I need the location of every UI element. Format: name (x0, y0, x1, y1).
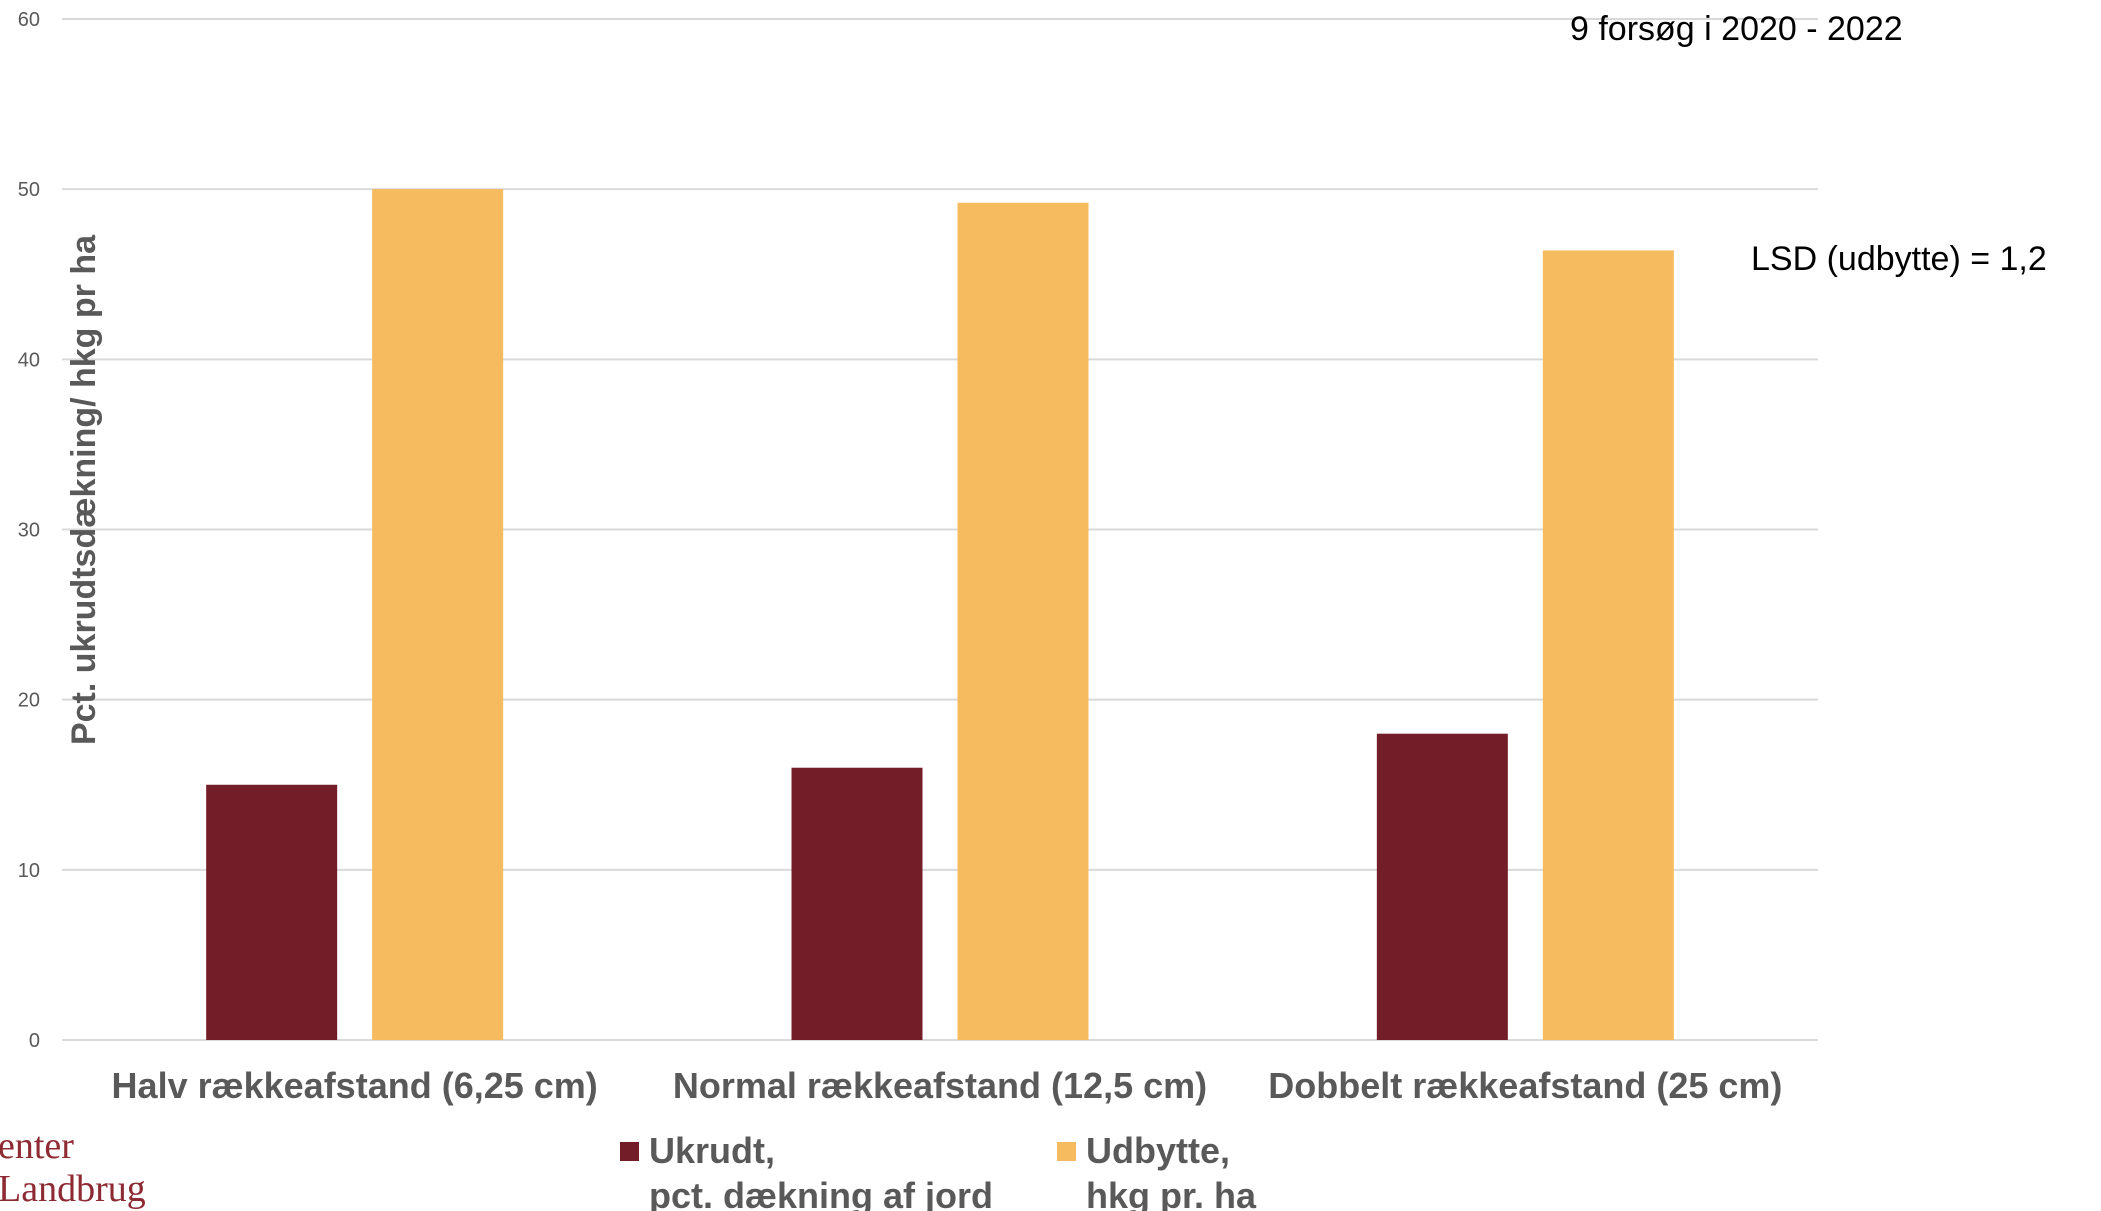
y-tick-label: 50 (18, 179, 40, 201)
bar-ukrudt (791, 767, 923, 1040)
y-axis-ticks: 0 10 20 30 40 50 60 (18, 9, 40, 1052)
bar-udbytte (372, 189, 504, 1040)
annotation-trials: 9 forsøg i 2020 - 2022 (1570, 10, 1903, 48)
legend-swatch-udbytte (1057, 1142, 1076, 1161)
x-category-label: Dobbelt rækkeafstand (25 cm) (1268, 1065, 1782, 1106)
x-category-label: Normal rækkeafstand (12,5 cm) (673, 1065, 1207, 1106)
logo-text-line2: Landbrug (0, 1168, 146, 1210)
y-tick-label: 40 (18, 349, 40, 371)
legend-swatch-ukrudt (620, 1142, 639, 1161)
x-category-label: Halv rækkeafstand (6,25 cm) (112, 1065, 598, 1106)
bars (206, 189, 1674, 1041)
y-tick-label: 20 (18, 690, 40, 712)
y-tick-label: 60 (18, 9, 40, 31)
y-tick-label: 30 (18, 520, 40, 542)
legend-label-udbytte-line1: Udbytte, (1086, 1130, 1230, 1171)
legend-label-ukrudt-line2: pct. dækning af jord (649, 1175, 993, 1211)
y-axis-label: Pct. ukrudtsdækning/ hkg pr ha (65, 234, 103, 745)
legend: Ukrudt, pct. dækning af jord Udbytte, hk… (620, 1130, 1257, 1211)
logo-text-line1: enter (0, 1125, 74, 1167)
x-axis-categories: Halv rækkeafstand (6,25 cm) Normal rækkea… (112, 1065, 1783, 1106)
y-tick-label: 10 (18, 860, 40, 882)
legend-label-ukrudt-line1: Ukrudt, (649, 1130, 775, 1171)
bar-udbytte (957, 202, 1089, 1040)
y-tick-label: 0 (29, 1030, 40, 1052)
logo: enter Landbrug (0, 1125, 146, 1210)
bar-ukrudt (206, 784, 338, 1040)
annotation-lsd: LSD (udbytte) = 1,2 (1751, 240, 2047, 278)
legend-label-udbytte-line2: hkg pr. ha (1086, 1175, 1257, 1211)
gridlines (62, 18, 1818, 1041)
bar-ukrudt (1376, 733, 1508, 1040)
bar-udbytte (1542, 250, 1674, 1041)
